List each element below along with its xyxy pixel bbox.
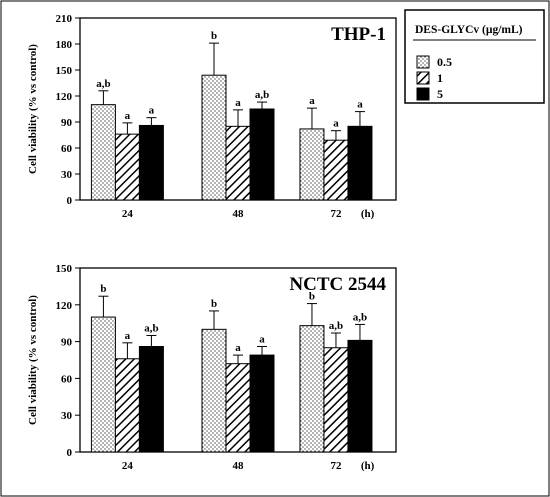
y-tick-label: 120	[56, 300, 73, 312]
y-tick-label: 150	[56, 65, 73, 77]
bar	[90, 104, 116, 201]
significance-label: b	[100, 283, 106, 295]
x-unit-label: (h)	[361, 208, 375, 220]
significance-label: a	[235, 97, 241, 109]
bar	[201, 328, 227, 453]
legend-swatch-hatch	[416, 71, 430, 85]
significance-label: a	[357, 99, 363, 111]
y-tick-label: 0	[67, 447, 73, 459]
legend-label-1: 1	[437, 71, 443, 85]
panel-title: THP-1	[331, 24, 386, 45]
y-tick-label: 90	[61, 117, 73, 129]
x-tick-label: 72	[330, 208, 342, 220]
bar	[347, 125, 373, 201]
panel-title: NCTC 2544	[289, 274, 386, 295]
x-tick-label: 48	[233, 460, 245, 472]
significance-label: a	[259, 334, 265, 346]
x-tick-label: 48	[233, 208, 245, 220]
bar	[225, 363, 251, 453]
significance-label: a,b	[353, 311, 367, 323]
x-unit-label: (h)	[361, 460, 375, 472]
y-tick-label: 30	[61, 410, 73, 422]
legend: DES-GLYCv (µg/mL) 0.5 1 5	[404, 9, 545, 104]
significance-label: b	[211, 30, 217, 42]
bar	[249, 354, 275, 453]
y-tick-label: 30	[61, 169, 73, 181]
significance-label: a	[235, 342, 241, 354]
bar	[323, 139, 349, 201]
bar	[347, 339, 373, 453]
bar	[225, 125, 251, 201]
y-tick-label: 60	[61, 373, 73, 385]
x-tick-label: 24	[122, 208, 134, 220]
significance-label: a	[333, 118, 339, 130]
legend-title: DES-GLYCv (µg/mL)	[415, 24, 523, 36]
y-tick-label: 0	[67, 195, 73, 207]
bar	[249, 108, 275, 201]
bar	[90, 316, 116, 453]
bar	[114, 133, 140, 201]
significance-label: a	[149, 105, 155, 117]
significance-label: a,b	[255, 89, 269, 101]
legend-label-0: 0.5	[437, 55, 452, 69]
y-tick-label: 60	[61, 143, 73, 155]
significance-label: b	[211, 298, 217, 310]
y-tick-label: 120	[56, 91, 73, 103]
significance-label: a,b	[96, 78, 110, 90]
bar	[138, 124, 164, 201]
y-tick-label: 180	[56, 39, 73, 51]
y-tick-label: 150	[56, 263, 73, 275]
x-tick-label: 72	[330, 460, 342, 472]
x-tick-label: 24	[122, 460, 134, 472]
bar	[323, 347, 349, 453]
significance-label: a	[125, 330, 131, 342]
y-tick-label: 90	[61, 337, 73, 349]
y-axis-label: Cell viability (% vs control)	[27, 44, 39, 174]
bar	[138, 346, 164, 453]
legend-label-2: 5	[437, 87, 443, 101]
bar	[299, 325, 325, 453]
legend-swatch-solid	[416, 87, 430, 101]
y-tick-label: 210	[56, 13, 73, 25]
significance-label: b	[309, 291, 315, 303]
bar	[201, 74, 227, 201]
legend-swatch-dots	[416, 55, 430, 69]
significance-label: a	[125, 110, 131, 122]
significance-label: a,b	[329, 320, 343, 332]
significance-label: a,b	[144, 322, 158, 334]
significance-label: a	[309, 95, 315, 107]
bar	[299, 128, 325, 201]
bar	[114, 358, 140, 453]
y-axis-label: Cell viability (% vs control)	[27, 295, 39, 425]
chart-layer: 0 30 60 90 120 150 180 210 Cell viability (% vs …	[27, 13, 397, 472]
